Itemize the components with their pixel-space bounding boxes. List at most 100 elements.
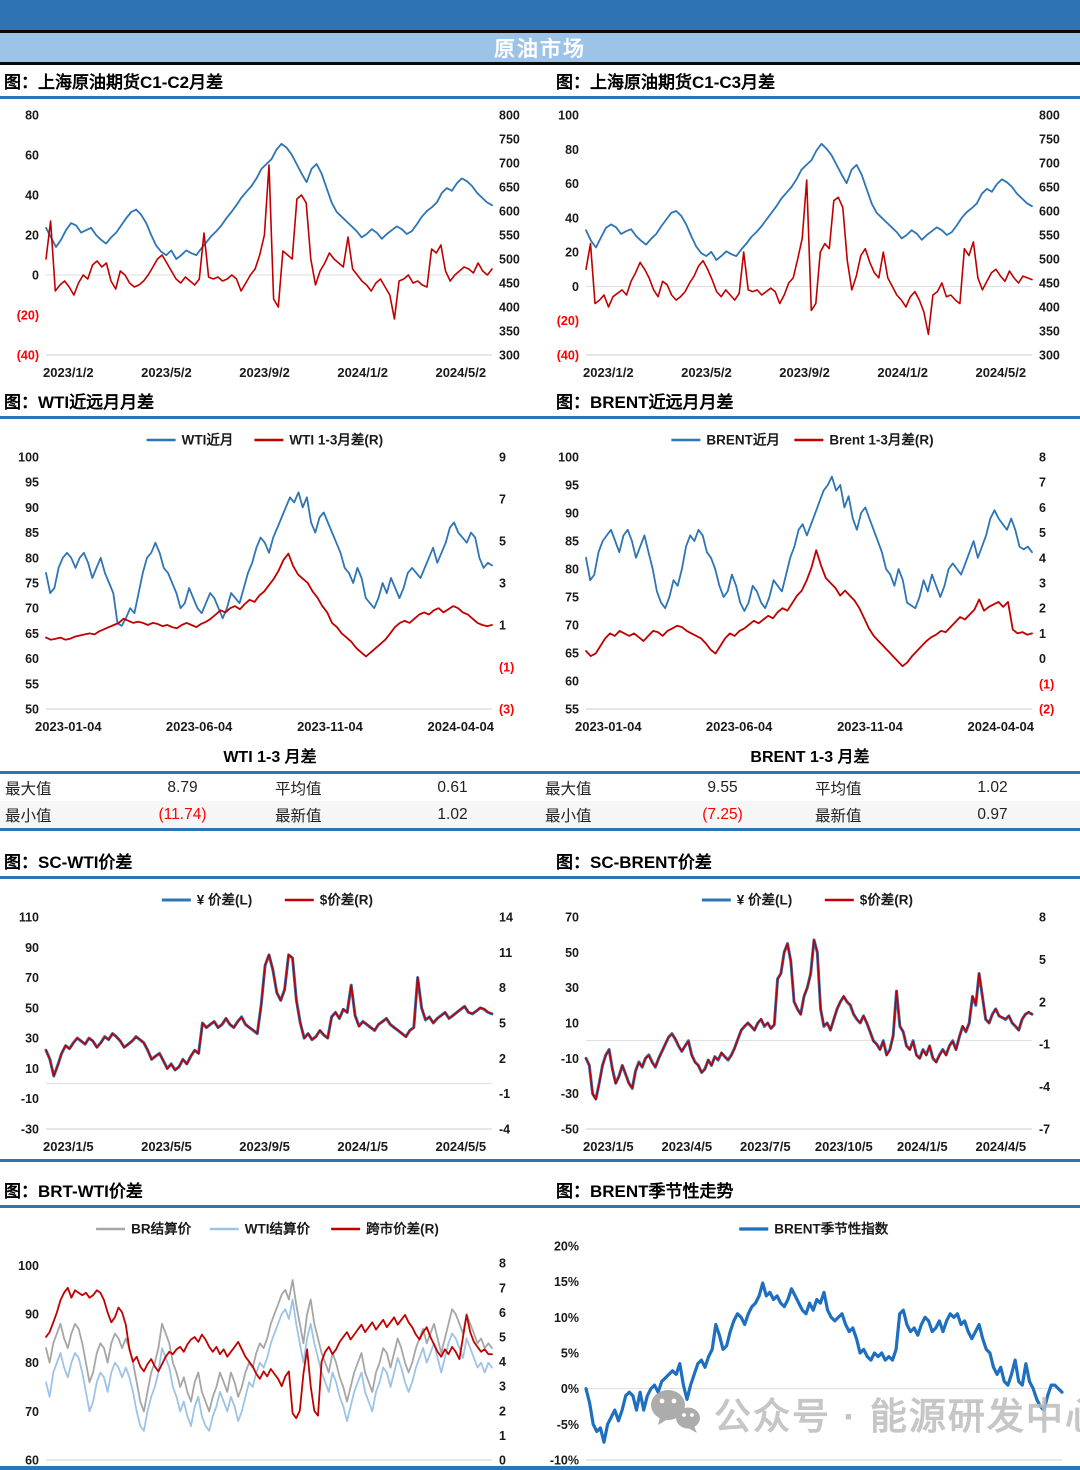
axis-tick-label: 50 [25,1001,39,1015]
series-red-line [45,164,493,320]
series-blue-line [45,142,493,260]
axis-tick-label: 5 [499,1017,506,1031]
axis-tick-label: (20) [17,309,39,323]
axis-tick-label: 2 [1039,602,1046,616]
axis-tick-label: 65 [25,627,39,641]
axis-tick-label: -4 [1039,1080,1050,1094]
chart-title-brt-wti: 图：BRT-WTI价差 [4,1182,143,1201]
series-$价差(R) [585,938,1033,1101]
axis-tick-label: 8 [1039,451,1046,465]
axis-tick-label: 70 [565,911,579,925]
chart-title-row-3: 图：SC-WTI价差 图：SC-BRENT价差 [0,845,1080,879]
axis-tick-label: 100 [558,109,579,123]
axis-tick-label: 55 [25,677,39,691]
axis-tick-label: 8 [499,981,506,995]
x-axis-label: 2023-11-04 [837,719,904,734]
axis-tick-label: 40 [565,211,579,225]
axis-tick-label: 9 [499,451,506,465]
series-WTI 1-3月差(R) [45,552,493,658]
axis-tick-label: 10% [554,1311,579,1325]
axis-tick-label: 75 [565,591,579,605]
chart-canvas: 1009590858075706560555097531(1)(3)2023-0… [18,432,514,735]
x-axis-label: 2023/5/2 [141,365,192,380]
section-divider [0,1159,1080,1162]
stat-value: 0.61 [437,778,468,796]
stat-value: 0.97 [977,805,1008,823]
x-axis-label: 2023/5/2 [681,365,732,380]
x-axis-label: 2023-11-04 [297,719,364,734]
legend-label: WTI 1-3月差(R) [289,432,383,448]
x-axis-label: 2023/10/5 [815,1139,873,1154]
stat-value: (11.74) [158,805,207,823]
x-axis-label: 2023/9/2 [779,365,830,380]
axis-tick-label: 60 [565,675,579,689]
axis-tick-label: 5 [499,1331,506,1345]
axis-tick-label: 0 [1039,652,1046,666]
axis-tick-label: 50 [25,703,39,717]
axis-tick-label: (40) [17,349,39,363]
axis-tick-label: 300 [499,349,520,363]
chart-title-row-1: 图：上海原油期货C1-C2月差 图：上海原油期货C1-C3月差 [0,65,1080,99]
chart-canvas: 110 90 70 50 30 10 -10 -30 14 11 8 5 2 -1 -4 2023/1/5 20… [19,892,513,1155]
chart-title-shanghai-c1c2: 图：上海原油期货C1-C2月差 [4,73,224,92]
axis-tick-label: 30 [25,1032,39,1046]
charts-row-3: 110 90 70 50 30 10 -10 -30 14 11 8 5 2 -1 -4 2023/1/5 20… [0,879,1080,1159]
chart-brt-wti-spread: 100908070608765432102023/1/42023/6/42023… [0,1208,540,1470]
axis-tick-label: 4 [1039,551,1046,565]
axis-tick-label: 600 [499,205,520,219]
series-Brent 1-3月差(R) [585,549,1033,668]
axis-tick-label: 1 [499,619,506,633]
x-axis-label: 2023-06-04 [706,719,773,734]
legend-label: $价差(R) [860,892,913,908]
stat-value: (7.25) [702,805,743,823]
axis-tick-label: 14 [499,911,513,925]
chart-wti-month-spread: 100 95 90 85 80 75 70 65 60 55 50 9 7 5 3 1 (1) (3) 2023-0… [0,419,540,739]
legend-label: Brent 1-3月差(R) [829,432,933,448]
axis-tick-label: (40) [557,349,579,363]
section-title: 原油市场 [494,37,586,61]
series-blue-line [585,142,1033,261]
axis-tick-label: 70 [25,1405,39,1419]
axis-tick-label: 0 [32,269,39,283]
series-$价差(R) [45,953,493,1077]
chart-title-sc-brent: 图：SC-BRENT价差 [556,853,712,872]
axis-tick-label: 80 [25,109,39,123]
axis-tick-label: 90 [25,1308,39,1322]
axis-tick-label: 5 [499,535,506,549]
chart-canvas: 100 80 60 40 20 0 (20) (40) 800 750 700 650 600 550 50… [557,109,1060,381]
axis-tick-label: 55 [565,703,579,717]
chart-brent-seasonality: 20%15%10%5%0%-5%-10%JanFebMarAprMayJunJu… [540,1208,1080,1470]
stat-label: 最大值 [545,780,592,798]
stat-label: 最小值 [5,807,52,825]
page-bottom-rule [0,1466,1080,1470]
axis-tick-label: 550 [499,229,520,243]
charts-row-2: 100 95 90 85 80 75 70 65 60 55 50 9 7 5 3 1 (1) (3) 2023-0… [0,419,1080,739]
legend-label: BRENT季节性指数 [774,1221,888,1237]
x-axis-label: 2023/1/2 [583,365,634,380]
x-axis-label: 2023/7/5 [740,1139,791,1154]
chart-shanghai-c1c2: 80 60 40 20 0 (20) (40) 800 750 700 650 600 550 500 45… [0,99,540,385]
axis-tick-label: 30 [565,981,579,995]
axis-tick-label: 800 [1039,109,1060,123]
axis-tick-label: 7 [1039,476,1046,490]
axis-tick-label: 500 [499,253,520,267]
chart-canvas: 80 60 40 20 0 (20) (40) 800 750 700 650 600 550 500 45… [17,109,520,381]
axis-tick-label: 100 [558,451,579,465]
x-axis-label: 2024/5/2 [435,365,486,380]
axis-tick-label: 95 [25,476,39,490]
axis-tick-label: 500 [1039,253,1060,267]
axis-tick-label: 60 [25,149,39,163]
section-header: 原油市场 [0,33,1080,65]
x-axis-label: 2024/4/5 [975,1139,1026,1154]
charts-row-1: 80 60 40 20 0 (20) (40) 800 750 700 650 600 550 500 45… [0,99,1080,385]
legend-label: $价差(R) [320,892,373,908]
stats-table: WTI 1-3 月差 BRENT 1-3 月差 最大值 8.79 平均值 0.6… [0,739,1080,831]
axis-tick-label: 550 [1039,229,1060,243]
legend-label: ¥ 价差(L) [737,892,793,908]
x-axis-label: 2023-06-04 [166,719,233,734]
axis-tick-label: 1 [499,1429,506,1443]
chart-sc-brent-spread: 70 50 30 10 -10 -30 -50 8 5 2 -1 -4 -7 2023/1/5 2023/4… [540,879,1080,1159]
legend-label: ¥ 价差(L) [197,892,253,908]
x-axis-label: 2023/4/5 [661,1139,712,1154]
x-axis-label: 2023/9/5 [239,1139,290,1154]
